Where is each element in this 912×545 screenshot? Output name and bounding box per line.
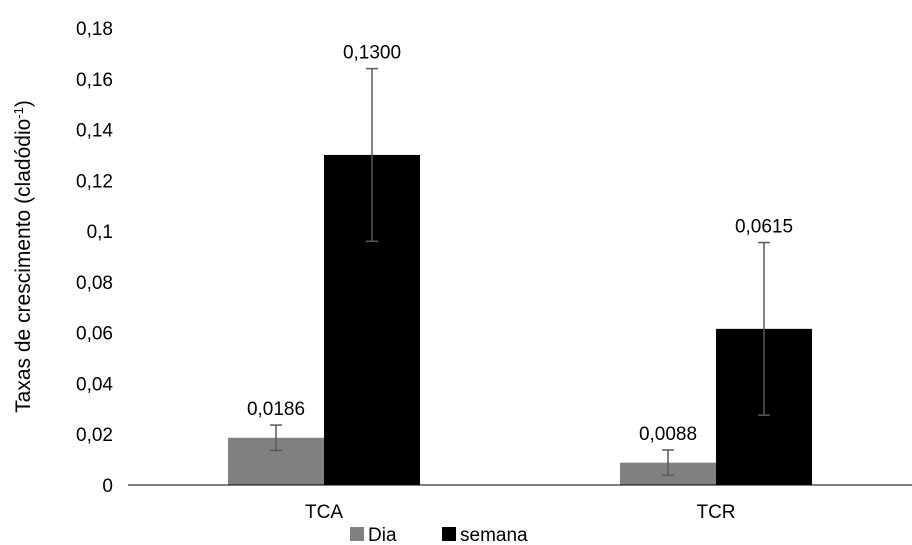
- legend-label-semana: semana: [460, 525, 528, 545]
- bars: [228, 154, 812, 485]
- y-tick-label: 0,08: [76, 273, 113, 294]
- y-tick-label: 0,1: [87, 222, 113, 243]
- y-axis-title-main: Taxas de crescimento (cladódio: [12, 119, 35, 413]
- category-label: TCR: [696, 502, 735, 523]
- data-label: 0,0088: [639, 424, 697, 445]
- y-axis-title: Taxas de crescimento (cladódio-1): [11, 100, 36, 413]
- y-tick-label: 0,02: [76, 425, 113, 446]
- y-tick-label: 0,14: [76, 121, 113, 142]
- data-label: 0,0186: [247, 399, 305, 420]
- category-label: TCA: [305, 502, 343, 523]
- legend-swatch-semana: [442, 527, 456, 541]
- y-tick-label: 0,06: [76, 324, 113, 345]
- y-axis-ticks: 0 0,02 0,04 0,06 0,08 0,1 0,12 0,14 0,16 0,18: [76, 19, 113, 497]
- y-tick-label: 0: [102, 476, 113, 497]
- y-tick-label: 0,18: [76, 19, 113, 40]
- legend-label-dia: Dia: [368, 525, 397, 545]
- y-tick-label: 0,16: [76, 70, 113, 91]
- legend: Dia semana: [350, 525, 528, 545]
- y-axis-title-end: ): [12, 100, 35, 107]
- data-label: 0,0615: [735, 217, 793, 238]
- y-tick-label: 0,12: [76, 171, 113, 192]
- data-labels: 0,0186 0,1300 0,0088 0,0615: [247, 43, 793, 445]
- y-axis-title-superscript: -1: [11, 107, 26, 119]
- legend-swatch-dia: [350, 527, 364, 541]
- data-label: 0,1300: [343, 43, 401, 64]
- y-tick-label: 0,04: [76, 374, 113, 395]
- error-bars: [270, 67, 770, 477]
- category-labels: TCA TCR: [305, 502, 736, 523]
